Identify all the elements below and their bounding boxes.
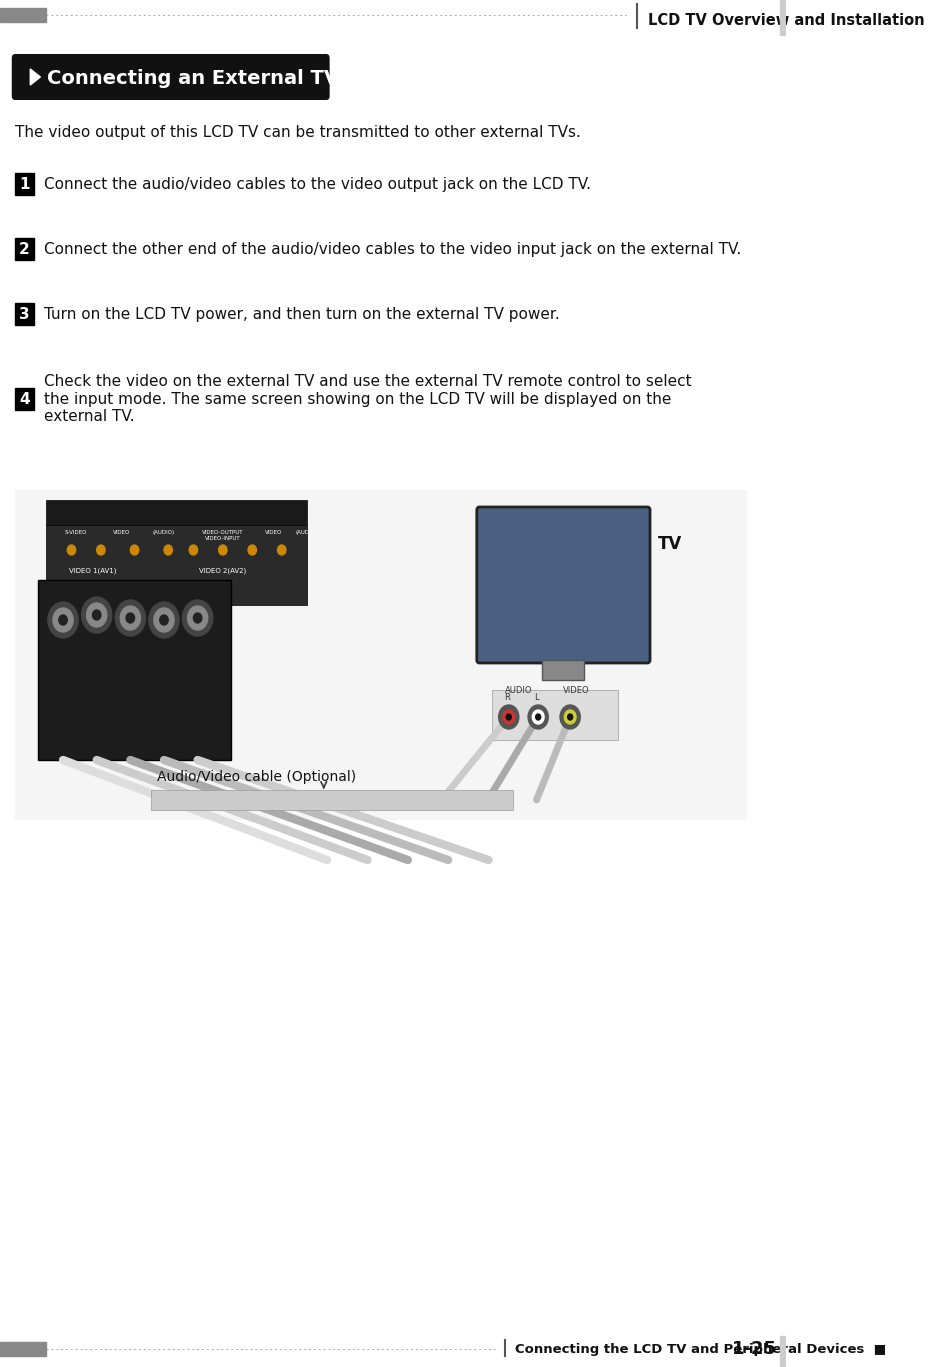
Circle shape — [506, 714, 511, 720]
Text: VIDEO: VIDEO — [113, 530, 131, 534]
Text: VIDEO-OUTPUT
VIDEO-INPUT: VIDEO-OUTPUT VIDEO-INPUT — [202, 530, 244, 541]
Circle shape — [126, 612, 135, 623]
Circle shape — [219, 545, 227, 555]
Circle shape — [248, 545, 256, 555]
Circle shape — [115, 600, 146, 636]
Bar — [15, 388, 34, 410]
Text: VIDEO: VIDEO — [265, 530, 282, 534]
Bar — [151, 790, 513, 811]
Circle shape — [182, 600, 213, 636]
Circle shape — [81, 597, 112, 633]
Circle shape — [536, 714, 540, 720]
Text: VIDEO 2(AV2): VIDEO 2(AV2) — [199, 567, 247, 574]
Circle shape — [528, 705, 548, 729]
Text: 3: 3 — [19, 306, 30, 321]
Text: VIDEO: VIDEO — [564, 686, 590, 694]
Text: R: R — [504, 693, 510, 703]
Bar — [46, 500, 307, 525]
Circle shape — [194, 612, 202, 623]
Text: Turn on the LCD TV power, and then turn on the external TV power.: Turn on the LCD TV power, and then turn … — [44, 306, 559, 321]
Circle shape — [498, 705, 519, 729]
Circle shape — [164, 545, 172, 555]
Text: 1-25: 1-25 — [731, 1340, 777, 1357]
Bar — [15, 174, 34, 195]
Text: TV: TV — [657, 534, 682, 554]
Circle shape — [278, 545, 286, 555]
Text: Connect the audio/video cables to the video output jack on the LCD TV.: Connect the audio/video cables to the vi… — [44, 176, 591, 191]
Bar — [542, 660, 584, 679]
Circle shape — [121, 606, 140, 630]
FancyBboxPatch shape — [477, 507, 650, 663]
Bar — [0, 8, 46, 22]
Bar — [46, 525, 307, 606]
Circle shape — [154, 608, 174, 632]
Circle shape — [53, 608, 73, 632]
Bar — [15, 489, 747, 820]
Text: Check the video on the external TV and use the external TV remote control to sel: Check the video on the external TV and u… — [44, 375, 691, 424]
Text: LCD TV Overview and Installation: LCD TV Overview and Installation — [648, 12, 924, 27]
Bar — [781, 0, 786, 36]
Circle shape — [96, 545, 105, 555]
Circle shape — [67, 545, 76, 555]
Text: Audio/Video cable (Optional): Audio/Video cable (Optional) — [157, 770, 356, 785]
Text: 1: 1 — [19, 176, 30, 191]
Text: Connect the other end of the audio/video cables to the video input jack on the e: Connect the other end of the audio/video… — [44, 242, 741, 257]
Bar — [15, 238, 34, 260]
Circle shape — [189, 545, 197, 555]
Text: S-VIDEO: S-VIDEO — [65, 530, 87, 534]
Text: VIDEO 1(AV1): VIDEO 1(AV1) — [69, 567, 116, 574]
Bar — [492, 690, 618, 740]
FancyBboxPatch shape — [12, 55, 330, 100]
Circle shape — [149, 601, 180, 638]
Circle shape — [48, 601, 79, 638]
Circle shape — [160, 615, 168, 625]
Text: (AUDIO): (AUDIO) — [295, 530, 318, 534]
Bar — [781, 1336, 786, 1366]
Polygon shape — [30, 68, 40, 85]
Text: AUDIO: AUDIO — [505, 686, 532, 694]
Circle shape — [188, 606, 208, 630]
Text: L: L — [534, 693, 539, 703]
Circle shape — [568, 714, 572, 720]
Circle shape — [503, 709, 514, 725]
Text: Connecting an External TV: Connecting an External TV — [47, 68, 339, 87]
Text: Connecting the LCD TV and Peripheral Devices  ■: Connecting the LCD TV and Peripheral Dev… — [515, 1342, 896, 1356]
Bar — [0, 1342, 46, 1356]
Circle shape — [87, 603, 107, 627]
Circle shape — [59, 615, 67, 625]
Text: (AUDIO): (AUDIO) — [153, 530, 175, 534]
Circle shape — [532, 709, 544, 725]
Circle shape — [93, 610, 101, 621]
Circle shape — [560, 705, 581, 729]
Bar — [37, 580, 231, 760]
Text: 4: 4 — [19, 391, 30, 406]
Circle shape — [564, 709, 576, 725]
Text: The video output of this LCD TV can be transmitted to other external TVs.: The video output of this LCD TV can be t… — [15, 124, 581, 139]
Text: 2: 2 — [19, 242, 30, 257]
Circle shape — [130, 545, 138, 555]
Bar — [15, 303, 34, 325]
